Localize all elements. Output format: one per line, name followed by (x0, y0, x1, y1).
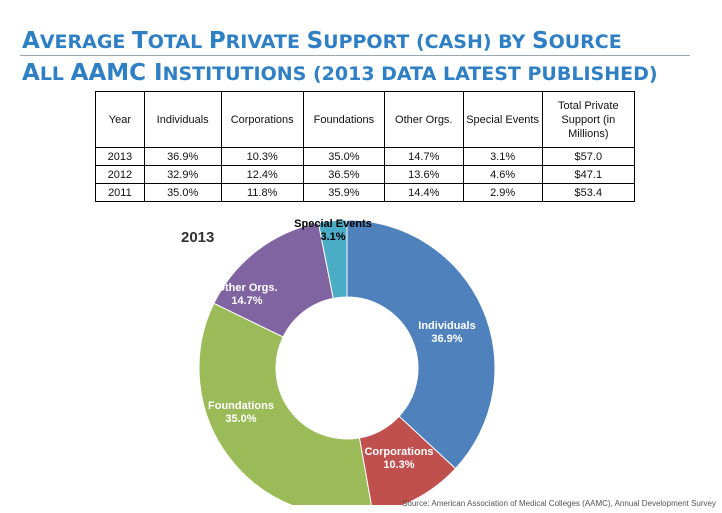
table-row: 2011 35.0% 11.8% 35.9% 14.4% 2.9% $53.4 (95, 183, 636, 202)
slice-label: Corporations (364, 446, 433, 458)
slice-label: Special Events (294, 218, 372, 230)
table-cell: 36.5% (302, 165, 385, 184)
table-cell: 3.1% (462, 147, 543, 166)
slice-value-label: 36.9% (431, 333, 462, 345)
title-cap: P (208, 28, 226, 54)
column-header: Corporations (220, 91, 304, 148)
table-row: 2012 32.9% 12.4% 36.5% 13.6% 4.6% $47.1 (95, 165, 636, 184)
support-by-source-table: Year Individuals Corporations Foundations Ot… (95, 91, 636, 202)
page-title-line-2: ALL AAMC INSTITUTIONS (2013 DATA LATEST … (22, 61, 658, 86)
slice-label: Other Orgs. (216, 282, 277, 294)
table-cell: 14.7% (383, 147, 464, 166)
table-cell: 2013 (95, 147, 145, 166)
table-cell: 32.9% (143, 165, 222, 184)
table-cell: $53.4 (541, 183, 636, 202)
title-rest: LL (39, 63, 71, 85)
table-cell: 4.6% (462, 165, 543, 184)
title-cap: S (531, 28, 549, 54)
table-cell: 36.9% (143, 147, 222, 166)
donut-slice-individuals (346, 219, 496, 470)
table-cell: 2.9% (462, 183, 543, 202)
table-cell: 13.6% (383, 165, 464, 184)
table-row: 2013 36.9% 10.3% 35.0% 14.7% 3.1% $57.0 (95, 147, 636, 166)
chart-title: 2013 (181, 229, 214, 246)
column-header: Special Events (462, 91, 543, 148)
page-title-line-1: AVERAGE TOTAL PRIVATE SUPPORT (CASH) BY … (22, 29, 622, 54)
column-header: Other Orgs. (383, 91, 464, 148)
donut-slice-foundations (198, 302, 372, 505)
donut-slice-special-events (317, 219, 348, 299)
slice-value-label: 14.7% (231, 295, 262, 307)
title-cap: I (154, 60, 163, 86)
title-divider (20, 55, 690, 56)
table-cell: 35.0% (143, 183, 222, 202)
table-cell: 35.9% (302, 183, 385, 202)
table-cell: 35.0% (302, 147, 385, 166)
table-header-row: Year Individuals Corporations Foundations Ot… (95, 91, 636, 148)
table-cell: 2011 (95, 183, 145, 202)
title-rest: RIVATE (225, 31, 307, 53)
slice-value-label: 10.3% (383, 459, 414, 471)
title-cap: AAMC (70, 60, 155, 86)
table-cell: 2012 (95, 165, 145, 184)
slice-value-label: 3.1% (320, 231, 345, 243)
slice-value-label: 35.0% (225, 413, 256, 425)
table-cell: 10.3% (220, 147, 304, 166)
title-cap: A (22, 60, 40, 86)
title-cap: S (306, 28, 324, 54)
column-header: Total Private Support (in Millions) (541, 91, 636, 148)
title-rest: OURCE (548, 31, 622, 53)
donut-slice-corporations (358, 415, 457, 505)
slice-label: Foundations (208, 400, 274, 412)
slice-label: Individuals (418, 320, 475, 332)
table-cell: 12.4% (220, 165, 304, 184)
title-rest: OTAL (147, 31, 209, 53)
table-cell: $57.0 (541, 147, 636, 166)
title-rest: NSTITUTIONS (2013 DATA LATEST PUBLISHED) (162, 63, 658, 85)
table-cell: 11.8% (220, 183, 304, 202)
table-body: 2013 36.9% 10.3% 35.0% 14.7% 3.1% $57.0 2012 32.… (95, 147, 636, 202)
table-cell: $47.1 (541, 165, 636, 184)
title-rest: UPPORT (CASH) BY (323, 31, 532, 53)
table-cell: 14.4% (383, 183, 464, 202)
title-rest: VERAGE (39, 31, 133, 53)
column-header: Year (95, 91, 145, 148)
column-header: Foundations (302, 91, 385, 148)
source-note: Source: American Association of Medical … (402, 499, 716, 508)
title-cap: T (132, 28, 148, 54)
title-cap: A (22, 28, 40, 54)
column-header: Individuals (143, 91, 222, 148)
